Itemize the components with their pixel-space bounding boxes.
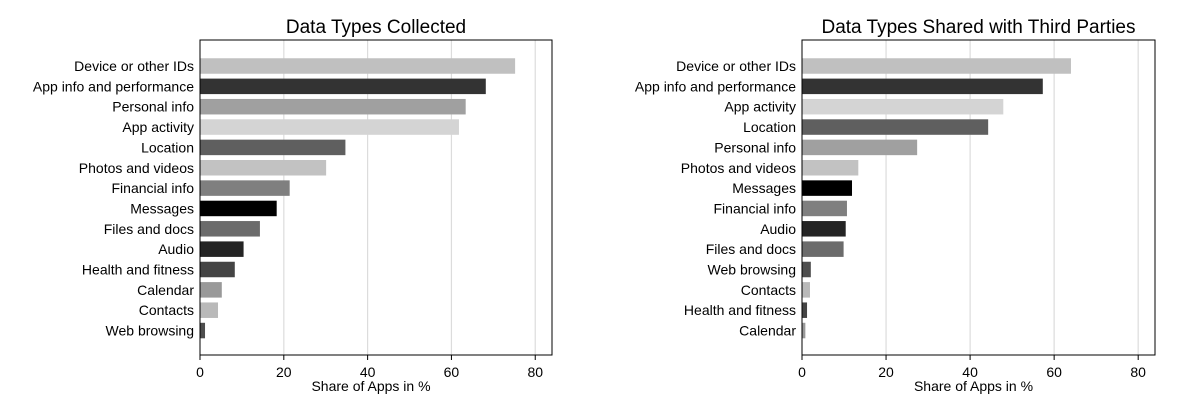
category-label: Personal info — [112, 99, 194, 115]
x-tick-label: 80 — [1130, 364, 1146, 380]
bar — [200, 241, 244, 257]
category-label: Device or other IDs — [676, 58, 796, 74]
bar — [802, 119, 989, 135]
category-label: Contacts — [139, 302, 194, 318]
category-label: App activity — [122, 119, 194, 135]
bar — [200, 221, 260, 237]
chart-panel-2: Device or other IDs App info and performa… — [635, 17, 1156, 394]
category-label: Device or other IDs — [74, 58, 194, 74]
x-axis-label: Share of Apps in % — [914, 378, 1033, 394]
category-label: Files and docs — [104, 221, 194, 237]
category-label: Photos and videos — [79, 160, 194, 176]
x-axis-label: Share of Apps in % — [311, 378, 430, 394]
x-tick-label: 40 — [360, 364, 376, 380]
bar — [200, 160, 327, 176]
bar — [802, 282, 810, 298]
category-label: Health and fitness — [82, 262, 194, 278]
bar — [200, 98, 466, 115]
category-label: Photos and videos — [681, 160, 796, 176]
chart-panel-1: Device or other IDs App info and performa… — [33, 17, 553, 394]
bar — [200, 200, 277, 217]
bar — [802, 200, 847, 217]
bar — [200, 302, 219, 318]
chart-title: Data Types Shared with Third Parties — [821, 17, 1135, 38]
category-label: Calendar — [739, 323, 796, 339]
bar — [200, 282, 222, 298]
category-label: Location — [141, 139, 194, 155]
bar — [802, 58, 1071, 74]
category-label: Health and fitness — [684, 302, 796, 318]
category-label: Web browsing — [106, 323, 194, 339]
bar — [802, 261, 811, 278]
category-label: Messages — [130, 200, 194, 216]
axis-frame — [199, 39, 553, 356]
category-label: Audio — [760, 221, 796, 237]
x-tick-label: 60 — [444, 364, 460, 380]
category-label: Contacts — [741, 282, 796, 298]
category-label: Web browsing — [708, 262, 796, 278]
category-label: Financial info — [714, 200, 797, 216]
category-label: Messages — [732, 180, 796, 196]
category-label: Audio — [158, 241, 194, 257]
bar — [200, 78, 486, 95]
bar — [802, 160, 859, 176]
x-tick-label: 0 — [196, 364, 204, 380]
x-tick-label: 40 — [962, 364, 978, 380]
category-label: Calendar — [137, 282, 194, 298]
category-label: App info and performance — [635, 78, 796, 94]
bar — [802, 241, 844, 257]
bar — [802, 139, 918, 156]
x-tick-label: 20 — [276, 364, 292, 380]
bar — [200, 139, 346, 156]
x-tick-label: 20 — [878, 364, 894, 380]
bar — [200, 261, 235, 278]
axis-frame — [801, 39, 1156, 356]
bar — [200, 322, 206, 339]
bar — [802, 302, 808, 318]
category-label: App activity — [724, 99, 796, 115]
bar — [802, 221, 846, 237]
x-tick-label: 0 — [798, 364, 806, 380]
category-label: Files and docs — [706, 241, 796, 257]
bar — [802, 78, 1043, 95]
category-label: Personal info — [714, 139, 796, 155]
x-tick-label: 60 — [1046, 364, 1062, 380]
category-label: Financial info — [112, 180, 195, 196]
category-label: Location — [743, 119, 796, 135]
bar — [802, 180, 853, 196]
bar — [802, 322, 806, 339]
bar — [802, 98, 1004, 115]
bar — [200, 180, 290, 196]
x-tick-label: 80 — [527, 364, 543, 380]
chart-title: Data Types Collected — [286, 17, 466, 38]
bar — [200, 119, 459, 135]
category-label: App info and performance — [33, 78, 194, 94]
bar — [200, 58, 516, 74]
